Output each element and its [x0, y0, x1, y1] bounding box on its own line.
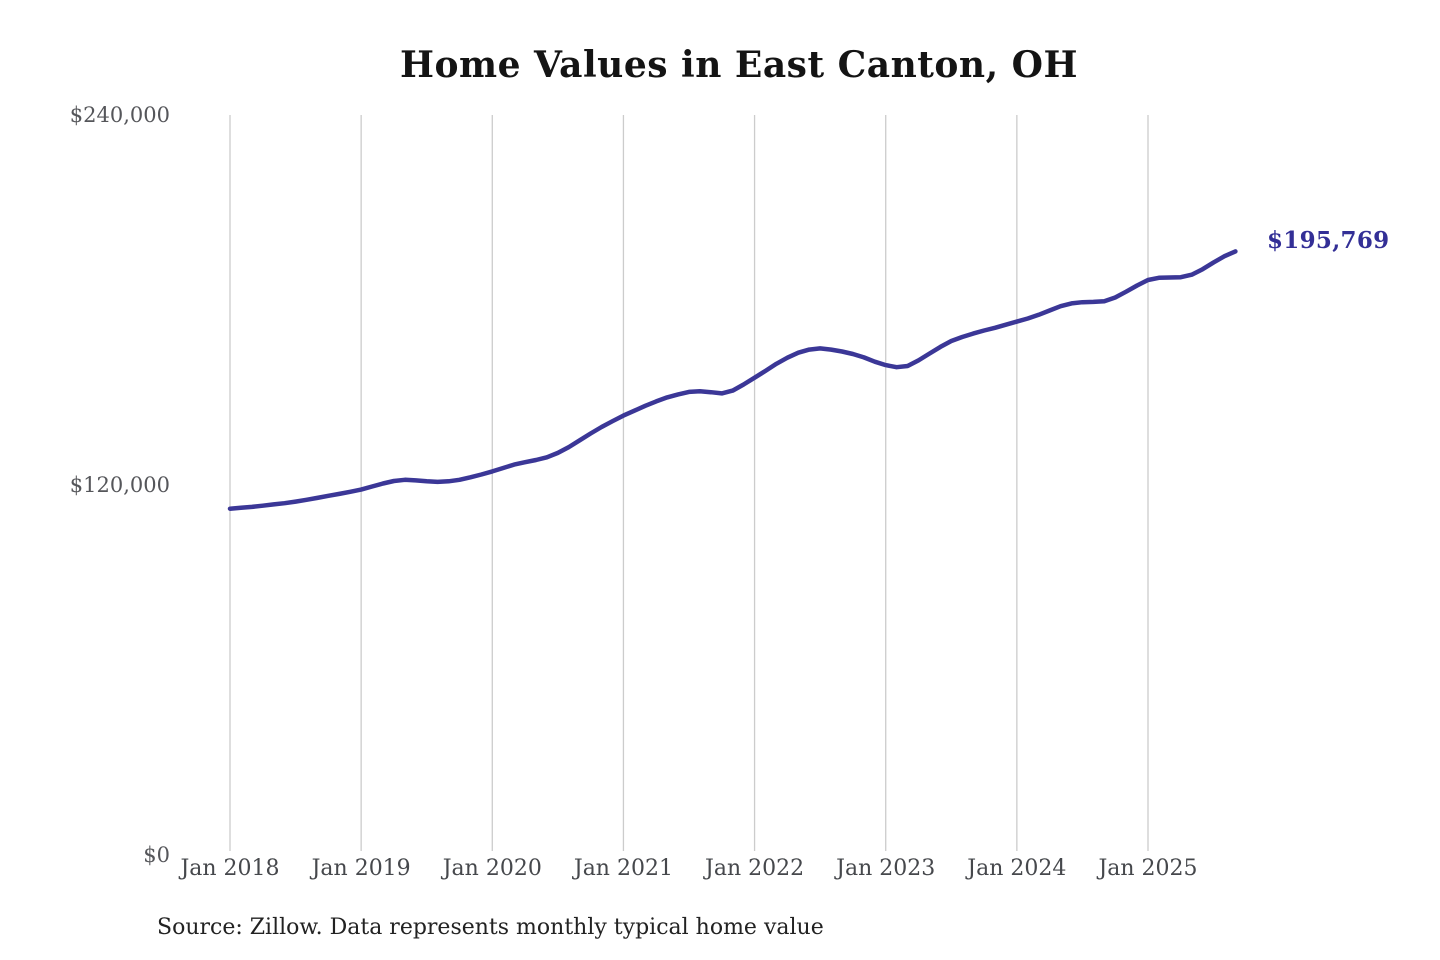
- x-tick-label: Jan 2018: [180, 856, 280, 881]
- x-tick-label: Jan 2025: [1098, 856, 1198, 881]
- x-tick-label: Jan 2023: [836, 856, 936, 881]
- y-tick-label: $120,000: [69, 473, 170, 497]
- y-tick-label: $240,000: [69, 103, 170, 127]
- x-tick-label: Jan 2021: [573, 856, 673, 881]
- y-tick-label: $0: [143, 843, 170, 867]
- x-tick-label: Jan 2019: [311, 856, 411, 881]
- x-tick-label: Jan 2024: [967, 856, 1067, 881]
- x-tick-label: Jan 2022: [705, 856, 805, 881]
- x-tick-label: Jan 2020: [442, 856, 542, 881]
- chart-title: Home Values in East Canton, OH: [399, 44, 1079, 86]
- latest-value-label: $195,769: [1267, 227, 1390, 254]
- source-note: Source: Zillow. Data represents monthly …: [157, 915, 824, 940]
- home-value-line: [227, 249, 1238, 511]
